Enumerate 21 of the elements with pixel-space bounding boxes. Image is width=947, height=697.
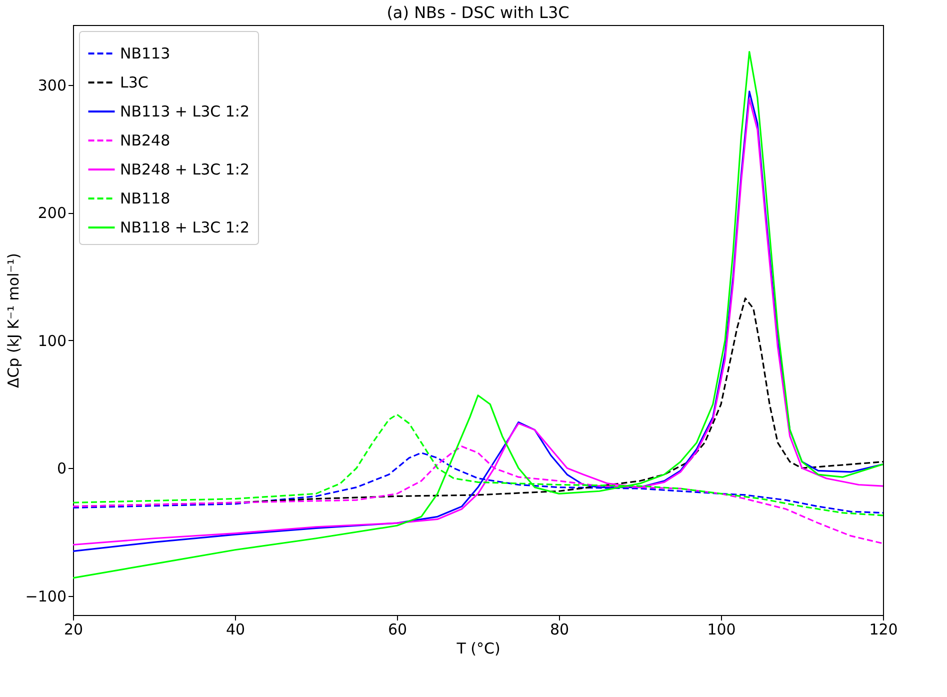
y-tick-label: −100 [25, 587, 66, 606]
legend-label: NB248 [120, 132, 170, 150]
y-tick-label: 0 [56, 460, 66, 478]
x-tick-label: 120 [869, 620, 898, 638]
x-tick-label: 100 [707, 620, 736, 638]
legend-label: L3C [120, 74, 148, 92]
y-axis-title: ΔCp (kJ K⁻¹ mol⁻¹) [4, 252, 22, 388]
legend-label: NB248 + L3C 1:2 [120, 160, 250, 178]
y-tick-label: 100 [38, 332, 66, 350]
x-tick-label: 20 [64, 620, 84, 638]
x-tick-label: 40 [226, 620, 246, 638]
chart-title: (a) NBs - DSC with L3C [386, 3, 570, 22]
x-tick-label: 80 [550, 620, 570, 638]
legend-label: NB118 [120, 190, 170, 208]
legend-label: NB118 + L3C 1:2 [120, 218, 250, 236]
y-tick-label: 300 [38, 76, 66, 95]
legend-label: NB113 + L3C 1:2 [120, 102, 250, 120]
y-tick-label: 200 [38, 204, 66, 222]
x-tick-label: 60 [388, 620, 408, 638]
x-axis-title: T (°C) [456, 640, 500, 658]
legend-label: NB113 [120, 44, 170, 62]
